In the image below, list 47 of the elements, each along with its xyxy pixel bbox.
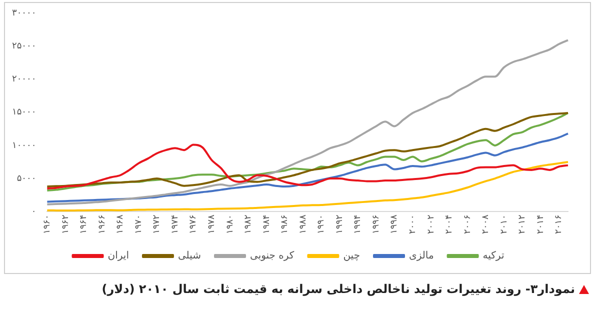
legend-label: مالزی	[409, 250, 434, 262]
x-tick-label: ۱۹۷۴	[170, 214, 180, 234]
x-tick-label: ۲۰۱۴	[536, 214, 546, 234]
text: نمودار۳- روند تغییرات تولید ناخالص داخلی سرانه به قیمت ثابت سال ۲۰۱۰ (دلار)	[102, 282, 575, 296]
x-tick-label: ۲۰۰۰	[408, 214, 418, 234]
line-series	[46, 132, 569, 203]
legend-label: کره جنوبی	[250, 250, 294, 262]
legend-label: ایران	[108, 250, 129, 262]
x-tick-label: ۱۹۸۴	[262, 214, 272, 234]
line-series	[46, 161, 569, 212]
x-tick-label: ۱۹۸۰	[225, 214, 236, 234]
legend-label: چین	[343, 250, 360, 262]
x-tick-label: ۲۰۰۴	[444, 214, 455, 234]
x-tick-label: ۲۰۰۶	[462, 214, 473, 234]
x-tick-label: ۱۹۷۲	[152, 214, 162, 234]
x-tick-label: ۱۹۹۰	[316, 214, 327, 234]
x-tick-label: ۱۹۸۸	[298, 214, 308, 234]
legend-label: شیلی	[178, 250, 202, 262]
x-tick-label: ۱۹۶۴	[79, 214, 90, 234]
x-tick-label: ۱۹۶۲	[60, 214, 71, 234]
x-tick-label: ۱۹۸۲	[244, 214, 254, 234]
line-series	[46, 144, 569, 190]
x-tick-label: ۱۹۶۰	[42, 214, 53, 234]
x-tick-label: ۱۹۶۸	[116, 214, 126, 234]
x-tick-label: ۱۹۹۲	[334, 214, 345, 234]
y-tick-label: ۱۰۰۰۰	[12, 140, 36, 151]
x-tick-label: ۲۰۱۶	[554, 214, 564, 234]
y-tick-label: ۵۰۰۰	[16, 174, 36, 184]
line-series	[46, 39, 569, 206]
x-tick-label: ۱۹۹۶	[371, 214, 382, 234]
y-tick-label: ۲۰۰۰۰	[12, 74, 36, 85]
x-tick-label: ۱۹۹۴	[353, 214, 364, 234]
y-tick-label: ۲۵۰۰۰	[12, 41, 36, 52]
x-tick-label: ۲۰۱۲	[518, 214, 528, 234]
x-tick-label: ۲۰۱۰	[499, 214, 510, 234]
x-tick-label: ۱۹۷۰	[134, 214, 144, 234]
x-tick-label: ۲۰۰۲	[426, 214, 436, 234]
x-tick-label: ۱۹۹۸	[390, 214, 400, 234]
legend-label: ترکیه	[482, 250, 504, 262]
y-tick-label: ۳۰۰۰۰	[12, 8, 36, 18]
y-tick-label: ۱۵۰۰۰	[12, 108, 36, 118]
x-tick-label: ۲۰۰۸	[481, 214, 492, 234]
x-tick-label: ۱۹۸۶	[280, 214, 290, 234]
x-tick-label: ۱۹۶۶	[97, 214, 108, 234]
y-tick-label: ۰	[31, 207, 36, 218]
x-tick-label: ۱۹۷۶	[188, 214, 199, 234]
x-tick-label: ۱۹۷۸	[206, 214, 217, 234]
